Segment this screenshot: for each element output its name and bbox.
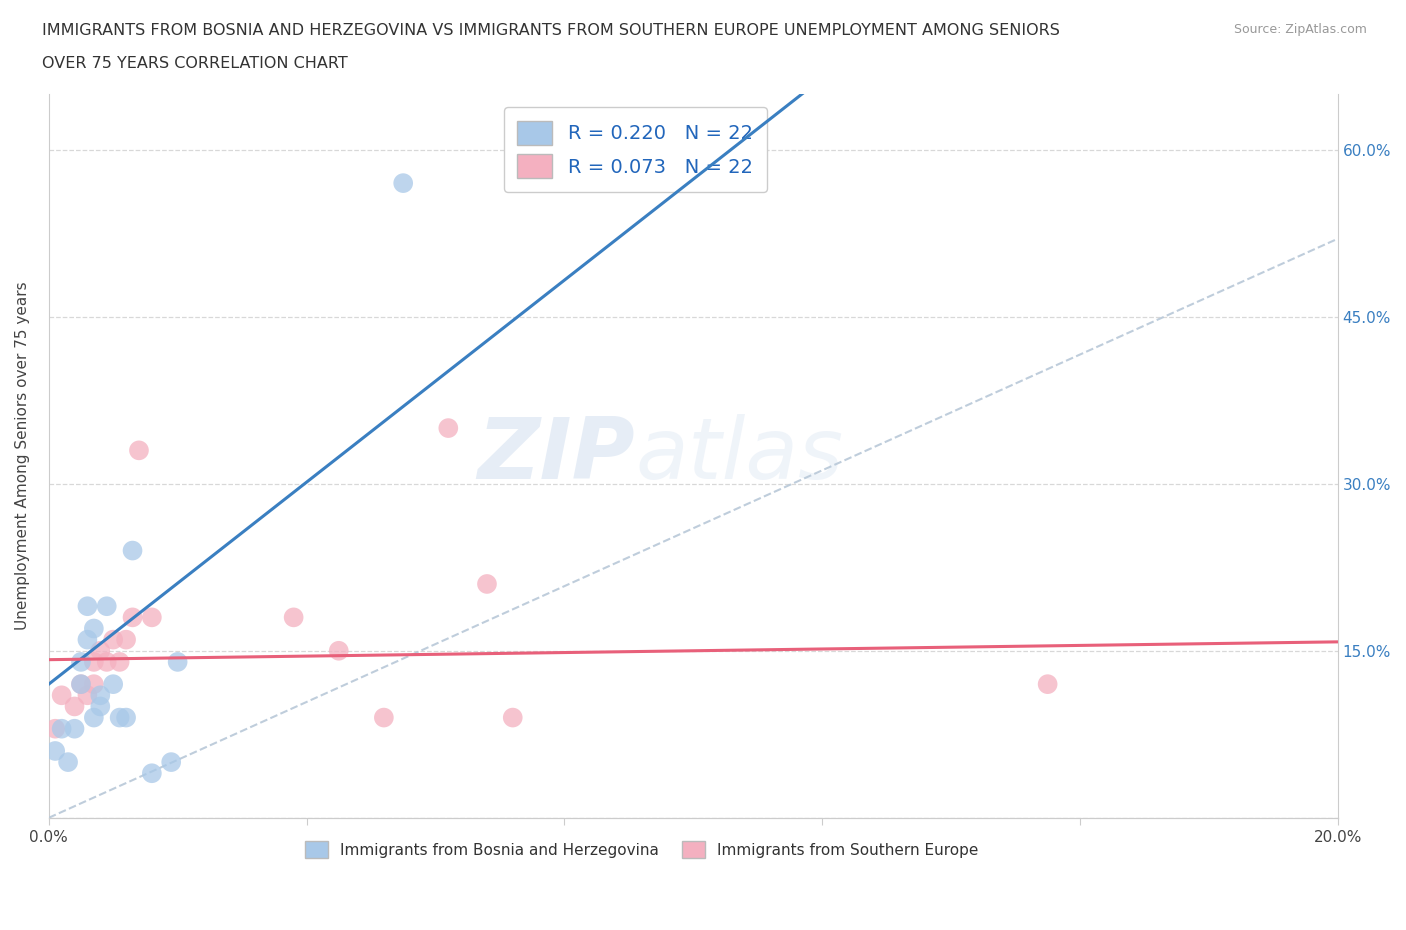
Point — [76, 599, 98, 614]
Point — [108, 711, 131, 725]
Point — [96, 599, 118, 614]
Point — [44, 744, 66, 759]
Point — [51, 722, 73, 737]
Point — [141, 765, 163, 780]
Point — [121, 543, 143, 558]
Point — [1036, 677, 1059, 692]
Text: IMMIGRANTS FROM BOSNIA AND HERZEGOVINA VS IMMIGRANTS FROM SOUTHERN EUROPE UNEMPL: IMMIGRANTS FROM BOSNIA AND HERZEGOVINA V… — [42, 23, 1060, 38]
Point — [475, 577, 498, 591]
Point — [166, 655, 188, 670]
Point — [392, 176, 415, 191]
Point — [83, 621, 105, 636]
Point — [115, 711, 138, 725]
Y-axis label: Unemployment Among Seniors over 75 years: Unemployment Among Seniors over 75 years — [15, 282, 30, 631]
Legend: Immigrants from Bosnia and Herzegovina, Immigrants from Southern Europe: Immigrants from Bosnia and Herzegovina, … — [299, 834, 984, 864]
Point — [76, 632, 98, 647]
Point — [51, 688, 73, 703]
Point — [44, 722, 66, 737]
Point — [83, 711, 105, 725]
Point — [63, 722, 86, 737]
Point — [108, 655, 131, 670]
Point — [502, 711, 524, 725]
Text: Source: ZipAtlas.com: Source: ZipAtlas.com — [1233, 23, 1367, 36]
Text: ZIP: ZIP — [478, 415, 636, 498]
Point — [714, 165, 737, 179]
Text: OVER 75 YEARS CORRELATION CHART: OVER 75 YEARS CORRELATION CHART — [42, 56, 347, 71]
Point — [76, 688, 98, 703]
Point — [328, 644, 350, 658]
Point — [89, 699, 111, 714]
Point — [83, 677, 105, 692]
Point — [141, 610, 163, 625]
Point — [283, 610, 305, 625]
Point — [70, 655, 93, 670]
Point — [160, 754, 183, 769]
Point — [437, 420, 460, 435]
Point — [70, 677, 93, 692]
Point — [103, 632, 125, 647]
Point — [121, 610, 143, 625]
Point — [128, 443, 150, 458]
Point — [56, 754, 79, 769]
Point — [63, 699, 86, 714]
Point — [115, 632, 138, 647]
Point — [70, 677, 93, 692]
Point — [89, 644, 111, 658]
Point — [96, 655, 118, 670]
Point — [373, 711, 395, 725]
Text: atlas: atlas — [636, 415, 844, 498]
Point — [89, 688, 111, 703]
Point — [83, 655, 105, 670]
Point — [103, 677, 125, 692]
